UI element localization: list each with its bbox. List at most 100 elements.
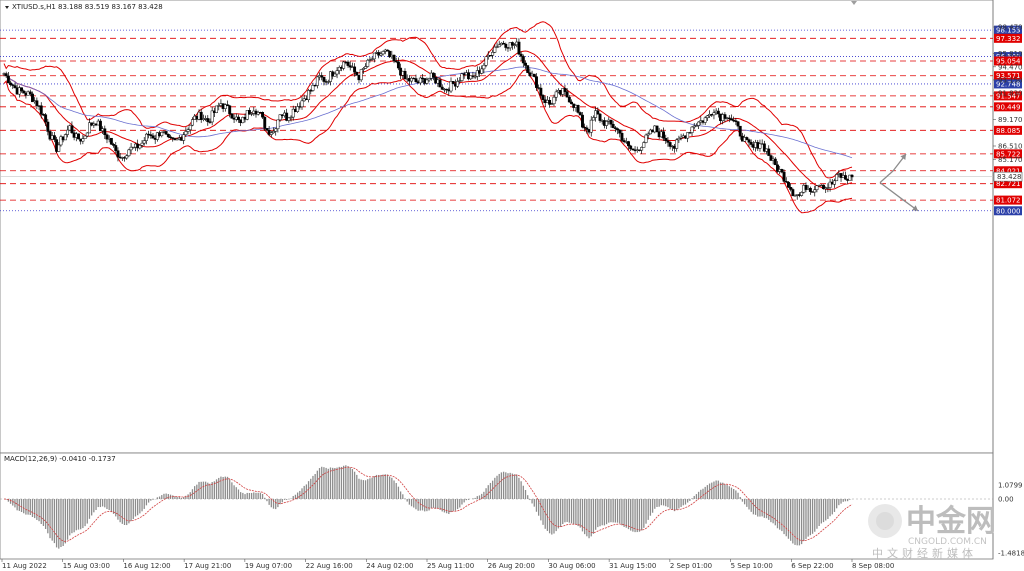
candle-body: [66, 129, 69, 135]
candle-body: [591, 117, 595, 121]
candle-body: [705, 115, 709, 119]
candle-body: [217, 105, 221, 107]
level-tag: [994, 125, 1022, 135]
candle-body: [598, 113, 602, 121]
candle-body: [116, 150, 120, 158]
candle-body: [833, 180, 836, 185]
candle-body: [578, 112, 582, 116]
candle-body: [151, 135, 155, 139]
candle-body: [274, 128, 278, 132]
time-tick-label: 19 Aug 07:00: [245, 562, 292, 570]
forecast-up-arrow: [879, 153, 907, 184]
candle-body: [517, 41, 521, 55]
candle-body: [655, 125, 659, 132]
level-label: 80.000: [996, 207, 1021, 215]
candle-body: [131, 146, 135, 149]
candle-body: [662, 131, 666, 139]
candle-body: [396, 61, 400, 69]
candle-body: [532, 73, 536, 77]
level-label: 91.547: [996, 92, 1021, 100]
candle-body: [164, 131, 168, 135]
candle-body: [723, 114, 727, 119]
level-tag: [994, 79, 1022, 89]
candle-body: [596, 110, 600, 115]
candle-body: [322, 76, 326, 82]
candle-body: [379, 53, 383, 56]
candle-body: [155, 132, 159, 140]
candle-body: [550, 103, 554, 105]
level-tag: [994, 195, 1022, 205]
candle-body: [320, 75, 324, 78]
candle-body: [773, 158, 777, 166]
level-tag: [994, 166, 1022, 176]
candle-body: [215, 105, 218, 113]
candle-body: [585, 127, 589, 130]
time-tick-label: 31 Aug 15:00: [609, 562, 656, 570]
candle-body: [449, 81, 453, 92]
candle-body: [425, 79, 429, 84]
macd-header: MACD(12,26,9) -0.0410 -0.1737: [4, 455, 116, 463]
candle-body: [469, 75, 473, 80]
bollinger-lower: [3, 69, 853, 214]
candle-body: [39, 105, 43, 115]
candle-body: [458, 80, 462, 82]
candle-body: [346, 61, 350, 66]
candle-body: [627, 141, 630, 147]
candle-body: [850, 174, 854, 178]
candle-body: [267, 129, 271, 135]
candle-body: [666, 140, 670, 143]
candle-body: [730, 118, 733, 121]
candle-body: [237, 116, 240, 121]
candle-body: [300, 100, 304, 108]
level-tag: [994, 206, 1022, 216]
candle-body: [484, 56, 488, 66]
candle-body: [451, 81, 455, 84]
candle-body: [44, 114, 48, 123]
time-tick-label: 8 Sep 08:00: [852, 562, 894, 570]
shift-marker-icon[interactable]: [851, 1, 857, 5]
candle-body: [410, 77, 414, 82]
candle-body: [372, 52, 376, 60]
candle-body: [554, 91, 558, 98]
level-label: 82.721: [996, 180, 1021, 188]
candle-body: [175, 138, 179, 141]
candle-body: [616, 128, 619, 131]
time-tick-label: 30 Aug 06:00: [548, 562, 595, 570]
level-tag: [994, 149, 1022, 159]
candle-body: [160, 131, 164, 137]
candle-body: [758, 143, 762, 149]
candle-body: [182, 134, 186, 141]
candle-body: [289, 116, 293, 119]
candle-body: [83, 135, 87, 139]
candle-body: [631, 148, 635, 151]
candle-body: [510, 42, 514, 46]
candle-body: [712, 112, 716, 116]
bollinger-upper: [3, 21, 853, 179]
candle-body: [370, 58, 374, 60]
candle-body: [843, 175, 847, 180]
candle-body: [835, 174, 839, 182]
candle-body: [35, 100, 39, 106]
level-tag: [994, 56, 1022, 66]
candle-body: [552, 96, 556, 104]
candle-body: [432, 72, 435, 78]
candle-body: [22, 90, 26, 94]
candle-body: [495, 46, 499, 48]
candle-body: [749, 142, 753, 145]
watermark-brand: 中金网: [906, 504, 996, 539]
candle-body: [488, 55, 492, 57]
collapse-triangle-icon[interactable]: [5, 6, 9, 9]
candle-body: [504, 43, 508, 48]
candle-body: [263, 116, 267, 129]
candle-body: [804, 185, 808, 190]
price-tick-label: 95.810: [998, 50, 1023, 58]
candle-body: [366, 59, 370, 67]
candle-body: [738, 125, 742, 137]
candle-body: [776, 164, 779, 172]
price-tick-label: 93.150: [998, 76, 1023, 84]
candle-body: [276, 119, 280, 130]
time-tick-label: 11 Aug 2022: [2, 562, 47, 570]
macd-signal-line: [3, 466, 853, 542]
price-tick-label: 89.170: [998, 116, 1023, 124]
